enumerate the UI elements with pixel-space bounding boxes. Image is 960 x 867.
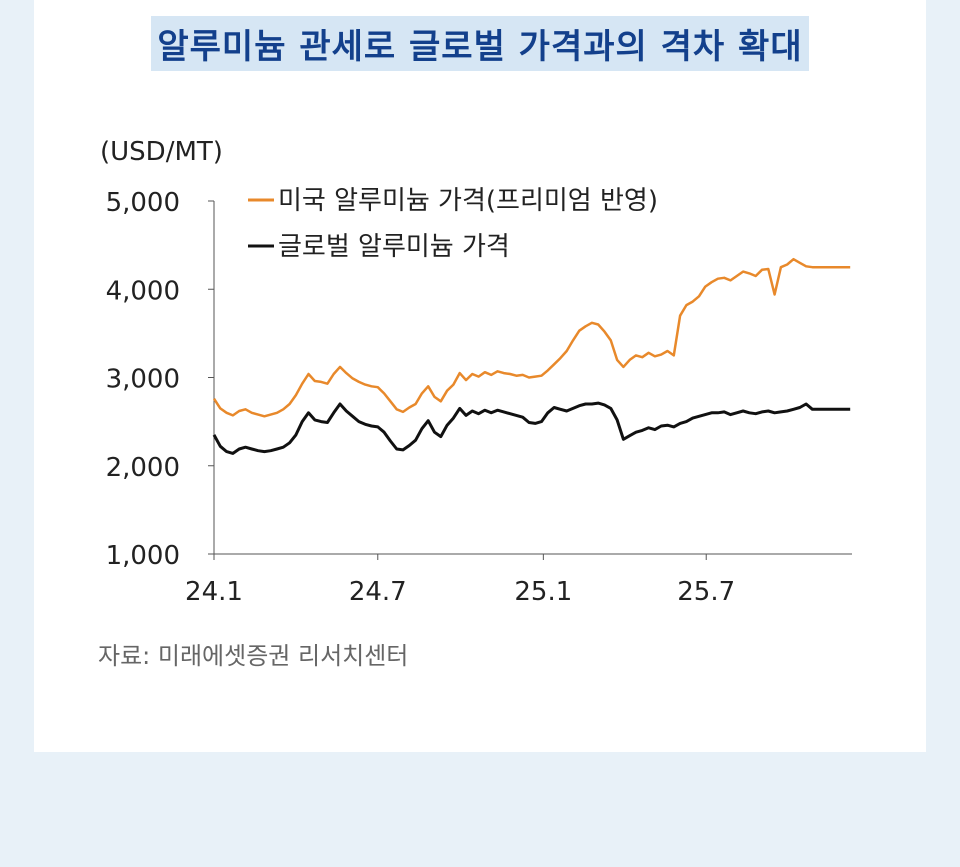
series-layer xyxy=(212,257,851,455)
series-line-2 xyxy=(212,401,851,455)
legend-label: 글로벌 알루미늄 가격 xyxy=(278,232,510,262)
series-line-1 xyxy=(212,257,851,418)
x-tick-label: 24.1 xyxy=(185,577,243,607)
page-title: 알루미늄 관세로 글로벌 가격과의 격차 확대 xyxy=(151,16,809,71)
y-tick-label: 5,000 xyxy=(106,188,180,218)
chart-card: 알루미늄 관세로 글로벌 가격과의 격차 확대 (USD/MT) 1,000 2,… xyxy=(34,0,926,752)
y-unit-label: (USD/MT) xyxy=(100,137,223,167)
y-tick-label: 4,000 xyxy=(106,276,180,306)
y-tick-label: 2,000 xyxy=(106,453,180,483)
x-tick-label: 25.1 xyxy=(514,577,572,607)
line-chart: (USD/MT) 1,000 2,000 3,000 4,000 5,000 24.1 24… xyxy=(100,137,852,607)
y-tick-label: 3,000 xyxy=(106,365,180,395)
x-tick-label: 25.7 xyxy=(677,577,735,607)
axes: 1,000 2,000 3,000 4,000 5,000 24.1 24.7 25.1 25.… xyxy=(106,188,852,607)
y-tick-label: 1,000 xyxy=(106,541,180,571)
title-wrap: 알루미늄 관세로 글로벌 가격과의 격차 확대 xyxy=(34,16,926,71)
legend: 미국 알루미늄 가격(프리미엄 반영) 글로벌 알루미늄 가격 xyxy=(248,186,658,262)
x-tick-label: 24.7 xyxy=(349,577,407,607)
source-note: 자료: 미래에셋증권 리서치센터 xyxy=(98,642,409,670)
legend-label: 미국 알루미늄 가격(프리미엄 반영) xyxy=(278,186,658,216)
